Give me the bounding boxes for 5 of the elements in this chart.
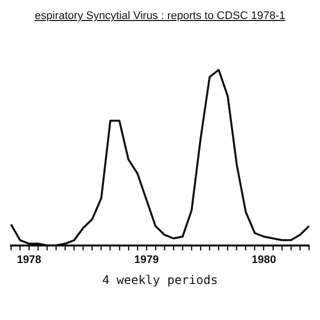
x-tick-label: 1978 <box>16 254 42 266</box>
x-tick-label: 1980 <box>252 254 276 266</box>
x-tick-label: 1979 <box>134 254 159 266</box>
x-axis-title: 4 weekly periods <box>102 272 218 287</box>
chart-title: espiratory Syncytial Virus : reports to CDSC 1978-1 <box>34 10 286 22</box>
